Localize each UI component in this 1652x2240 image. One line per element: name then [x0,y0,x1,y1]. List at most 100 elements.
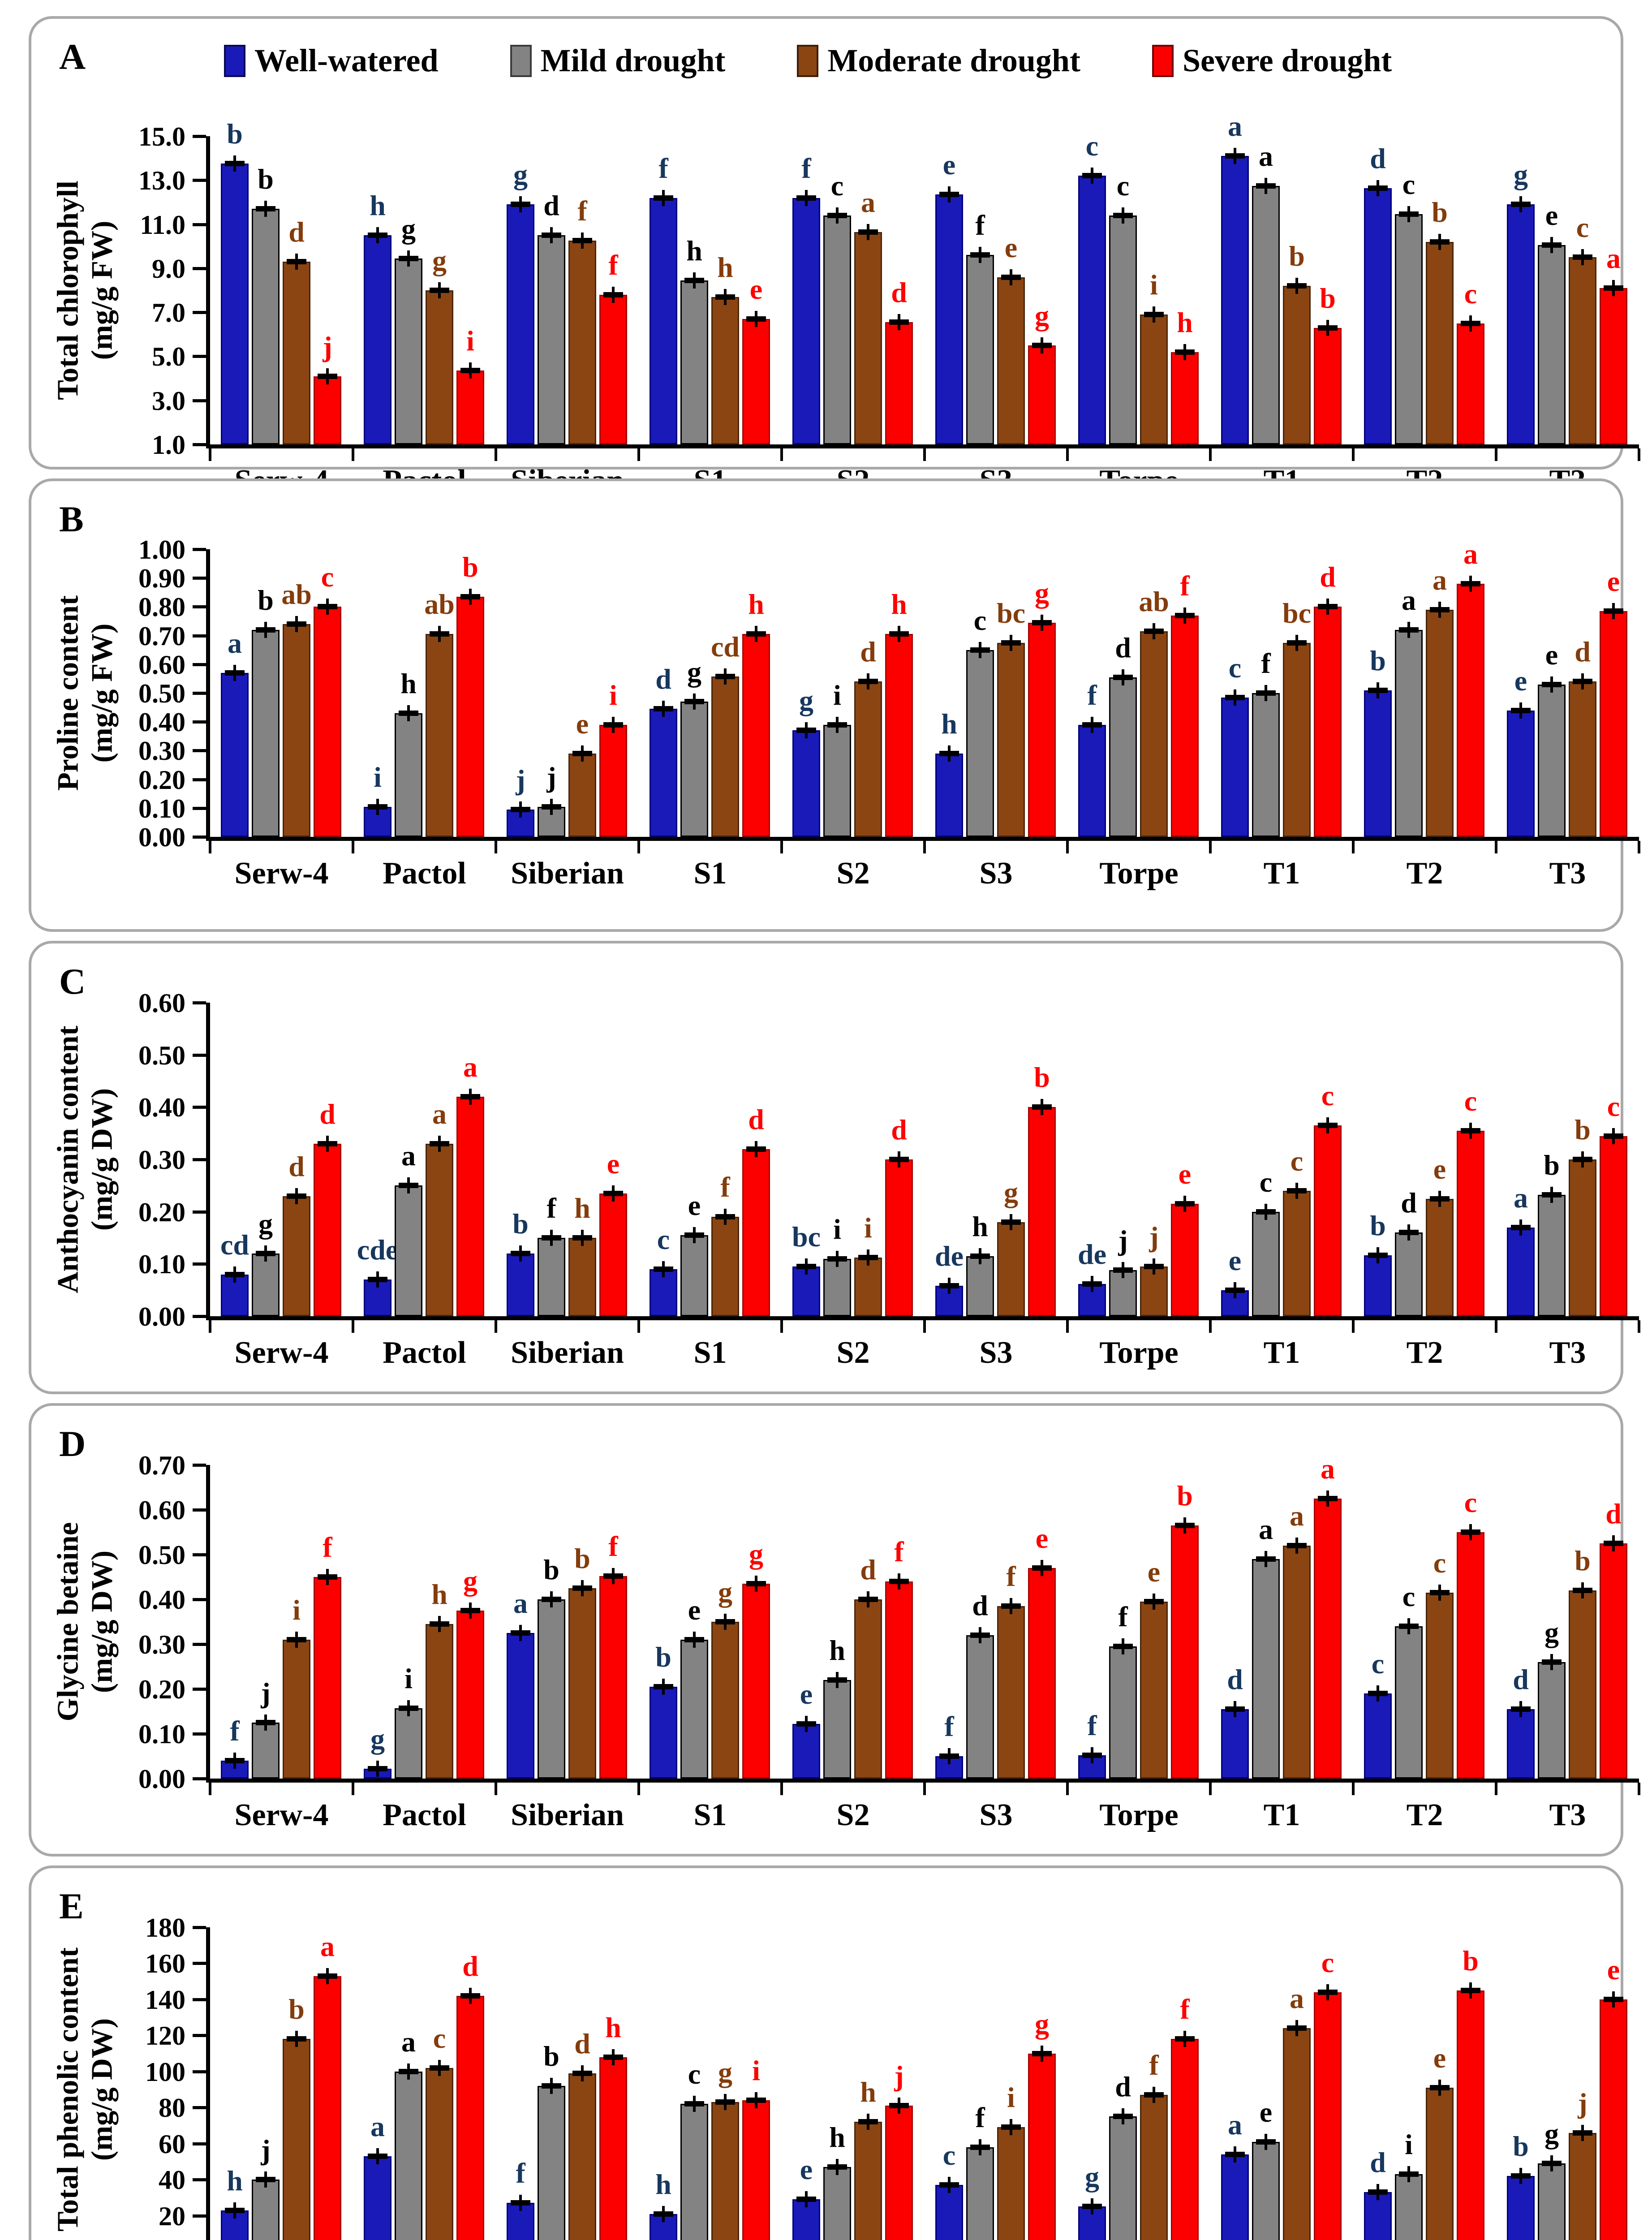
bar [711,676,739,837]
sig-letter: cde [357,1234,399,1266]
legend-label: Well-watered [254,43,439,78]
y-axis-tick-label: 160 [145,1949,185,1979]
sig-letter: a [513,1587,528,1619]
error-bar-cap [970,2144,990,2150]
sig-letter: b [1513,2130,1529,2162]
sig-letter: d [891,276,907,309]
bar [1507,710,1535,837]
error-bar-cap [1604,1133,1623,1139]
sig-letter: h [370,190,386,222]
error-bar-cap [827,212,847,218]
bar [1283,642,1311,837]
bar [1569,681,1596,837]
sig-letter: e [1259,2096,1273,2128]
bar [283,2039,310,2240]
error-bar-cap [1461,1529,1480,1535]
bar [711,1622,739,1779]
bar [854,2122,882,2240]
bar [1364,188,1392,444]
sig-letter: c [1402,1581,1415,1612]
error-bar-cap [1430,1196,1450,1202]
sig-letter: i [404,1663,413,1694]
bar [568,1238,596,1316]
error-bar-cap [399,1183,418,1189]
sig-letter: a [1290,1500,1304,1532]
x-category-label: S3 [979,856,1013,891]
error-bar-cap [368,1277,387,1283]
bar [1171,2039,1199,2240]
y-axis-tick [193,663,206,666]
legend-swatch-severe-drought-icon [1152,44,1174,77]
bar [885,2106,913,2240]
error-bar-cap [1368,687,1388,693]
sig-letter: b [543,1554,559,1585]
y-axis-tick-label: 0.80 [138,592,185,622]
x-axis-tick [1352,841,1355,853]
bar [854,681,882,837]
sig-letter: a [861,186,875,218]
error-bar-cap [287,621,306,627]
y-axis-tick-label: 1.0 [152,430,185,460]
sig-letter: d [1370,142,1386,174]
bar [1028,1107,1056,1316]
y-axis-tick [193,749,206,753]
error-bar-cap [430,1141,449,1146]
sig-letter: f [975,209,985,241]
sig-letter: h [574,1192,590,1224]
error-bar-cap [542,233,561,238]
sig-letter: c [1321,1946,1334,1978]
bar [1507,2176,1535,2240]
error-bar-cap [225,670,245,676]
x-category-label: T1 [1263,856,1300,891]
sig-letter: j [261,1677,271,1709]
bar [792,1724,820,1779]
x-axis-tick [637,841,640,853]
x-category-label: Torpe [1099,1798,1179,1832]
x-category-label: T2 [1406,1335,1443,1370]
bar [1507,1709,1535,1779]
x-category-label: T3 [1549,1335,1586,1370]
bar [568,2073,596,2240]
sig-letter: f [608,249,618,281]
bar [1538,2163,1566,2240]
y-axis-tick [193,2142,206,2145]
x-category-label: S1 [693,856,727,891]
error-bar-cap [511,807,530,813]
y-axis-tick-label: 0.50 [138,1040,185,1070]
bar [823,1680,851,1779]
sig-letter: f [1006,1560,1016,1592]
error-bar-cap [603,292,623,297]
sig-letter: f [1180,1993,1190,2025]
error-bar-cap [939,750,959,756]
legend-label: Moderate drought [827,43,1080,78]
bar [1171,615,1199,837]
x-category-label: Serw-4 [234,856,329,891]
error-bar-cap [889,1579,909,1584]
error-bar-cap [368,233,387,238]
error-bar-cap [1318,325,1338,331]
plot-area-c: 0.60 0.50 0.40 0.30 0.20 0.10 0.00 Serw-4 Pactol… [138,990,1640,1370]
bar [650,198,677,444]
sig-letter: a [1606,242,1621,275]
error-bar-cap [1175,1523,1195,1528]
bar [823,2167,851,2240]
error-bar-cap [684,1232,704,1238]
y-axis-tick [193,1210,206,1214]
legend-item-moderate-drought: Moderate drought [797,42,1080,79]
panel-d: D Glycine betaine (mg/g DW) 0.70 0.60 0.50… [29,1403,1640,1857]
sig-letter: ab [424,588,455,620]
sig-letter: b [1370,1209,1386,1241]
error-bar-cap [542,804,561,810]
sig-letter: d [1227,1663,1243,1695]
sig-letter: h [400,667,417,699]
bar [252,629,280,837]
sig-letter: g [370,1723,385,1755]
y-axis-tick [193,692,206,695]
bar [1221,697,1249,837]
x-category-label: T2 [1406,856,1443,891]
bar [1569,257,1596,444]
sig-letter: g [1514,159,1528,191]
y-axis-tick [193,267,206,270]
bar [1283,286,1311,444]
error-bar-cap [1032,2050,1052,2056]
